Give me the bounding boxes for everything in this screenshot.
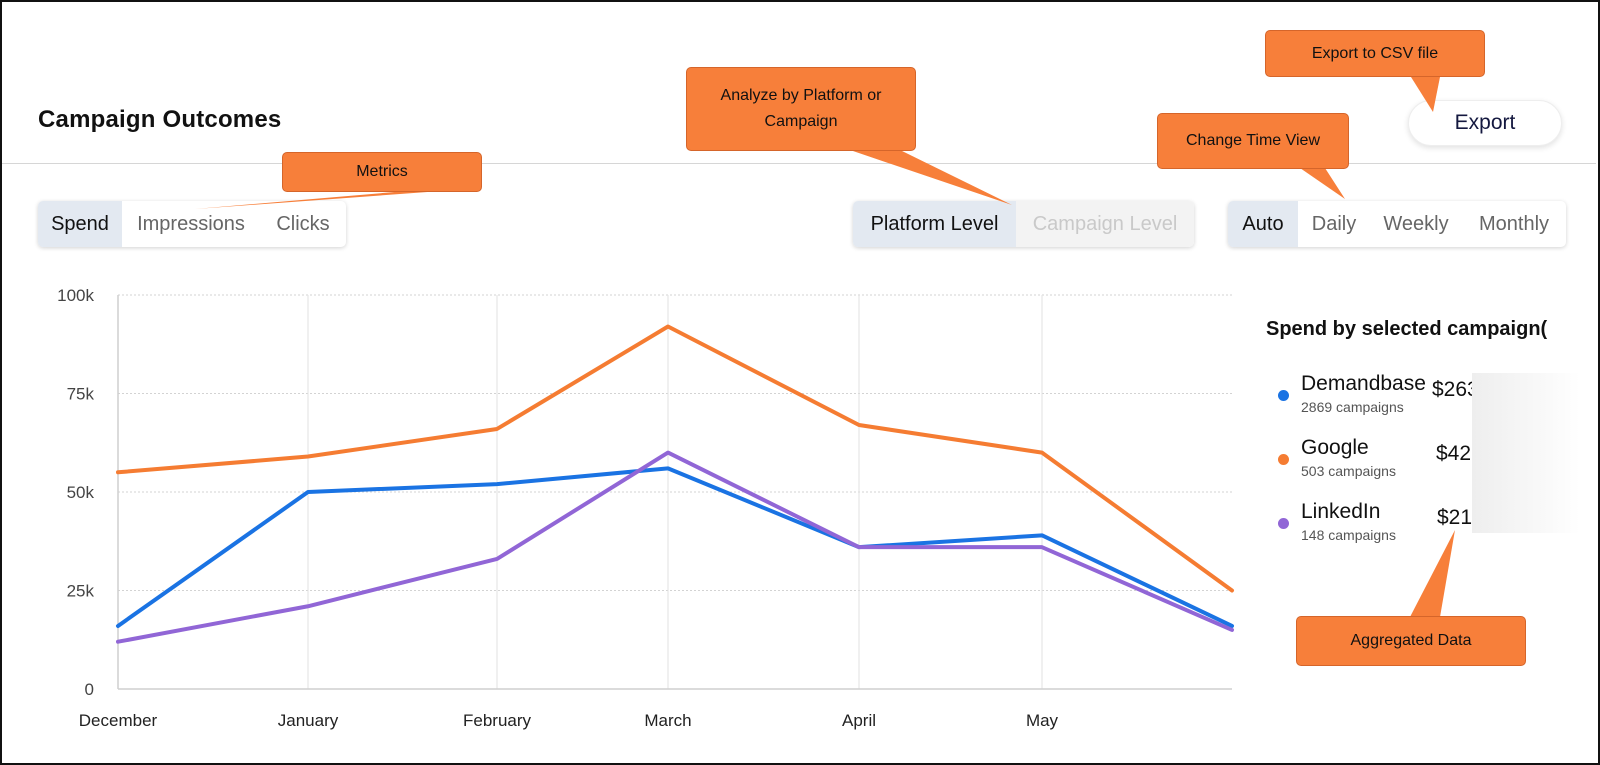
series-line-google <box>116 324 1234 593</box>
aggregated-callout-pointer <box>1410 530 1455 617</box>
time-view-toggle: Auto Daily Weekly Monthly <box>1228 201 1566 247</box>
legend-item-count: 503 campaigns <box>1301 463 1396 479</box>
x-tick-label: May <box>1026 711 1059 730</box>
legend-item-google[interactable]: Google 503 campaigns $42 <box>1278 436 1600 486</box>
series-line-demandbase <box>116 466 1234 628</box>
legend-item-count: 148 campaigns <box>1301 527 1396 543</box>
linkedin-color-dot <box>1278 518 1289 529</box>
analyze-callout-line1: Analyze by Platform or <box>720 87 882 104</box>
analyze-callout-pointer <box>850 150 1012 205</box>
y-tick-label: 0 <box>85 680 94 699</box>
legend-item-count: 2869 campaigns <box>1301 399 1404 415</box>
chart-axes: 100k 75k 50k 25k 0 December January February Mar… <box>57 286 1232 730</box>
redacted-values-overlay <box>1472 373 1580 533</box>
metrics-toggle: Spend Impressions Clicks <box>38 201 346 247</box>
time-daily-tab[interactable]: Daily <box>1311 212 1357 235</box>
export-callout-pointer <box>1411 77 1440 112</box>
callout-pointers <box>195 77 1455 617</box>
y-tick-label: 50k <box>67 483 95 502</box>
legend-item-demandbase[interactable]: Demandbase 2869 campaigns $263 <box>1278 372 1600 422</box>
analyze-callout-line2: Campaign <box>764 113 838 130</box>
metric-clicks-tab[interactable]: Clicks <box>276 212 330 235</box>
platform-level-tab[interactable]: Platform Level <box>853 201 1016 247</box>
metric-spend-tab[interactable]: Spend <box>38 201 122 247</box>
time-auto-tab[interactable]: Auto <box>1228 201 1298 247</box>
x-tick-label: April <box>842 711 876 730</box>
x-tick-label: January <box>278 711 339 730</box>
x-tick-label: March <box>644 711 691 730</box>
x-tick-label: February <box>463 711 532 730</box>
chart-series <box>116 324 1234 644</box>
time-callout-pointer <box>1300 168 1345 199</box>
campaign-level-tab: Campaign Level <box>1016 201 1194 247</box>
y-tick-label: 100k <box>57 286 94 305</box>
level-toggle: Platform Level Campaign Level <box>853 201 1194 247</box>
analyze-callout: Analyze by Platform or Campaign <box>686 67 916 151</box>
legend-item-name: Demandbase <box>1301 372 1426 395</box>
metric-impressions-tab[interactable]: Impressions <box>137 212 245 235</box>
legend-title: Spend by selected campaign( <box>1266 318 1548 340</box>
header-divider <box>2 163 1596 164</box>
time-weekly-tab[interactable]: Weekly <box>1383 212 1449 235</box>
x-tick-label: December <box>79 711 158 730</box>
y-tick-label: 75k <box>67 385 95 404</box>
legend-item-amount: $42 <box>1436 442 1472 465</box>
demandbase-color-dot <box>1278 390 1289 401</box>
page-title: Campaign Outcomes <box>38 106 282 133</box>
legend-item-name: Google <box>1301 436 1369 459</box>
metrics-callout: Metrics <box>282 152 482 192</box>
time-monthly-tab[interactable]: Monthly <box>1478 212 1550 235</box>
y-tick-label: 25k <box>67 582 95 601</box>
legend-item-name: LinkedIn <box>1301 500 1381 523</box>
chart-grid <box>118 294 1232 689</box>
series-line-linkedin <box>116 450 1234 644</box>
metrics-callout-pointer <box>195 190 455 209</box>
time-callout: Change Time View <box>1157 113 1349 169</box>
aggregated-callout: Aggregated Data <box>1296 616 1526 666</box>
export-callout: Export to CSV file <box>1265 30 1485 77</box>
legend-item-amount: $263 <box>1432 378 1479 401</box>
google-color-dot <box>1278 454 1289 465</box>
